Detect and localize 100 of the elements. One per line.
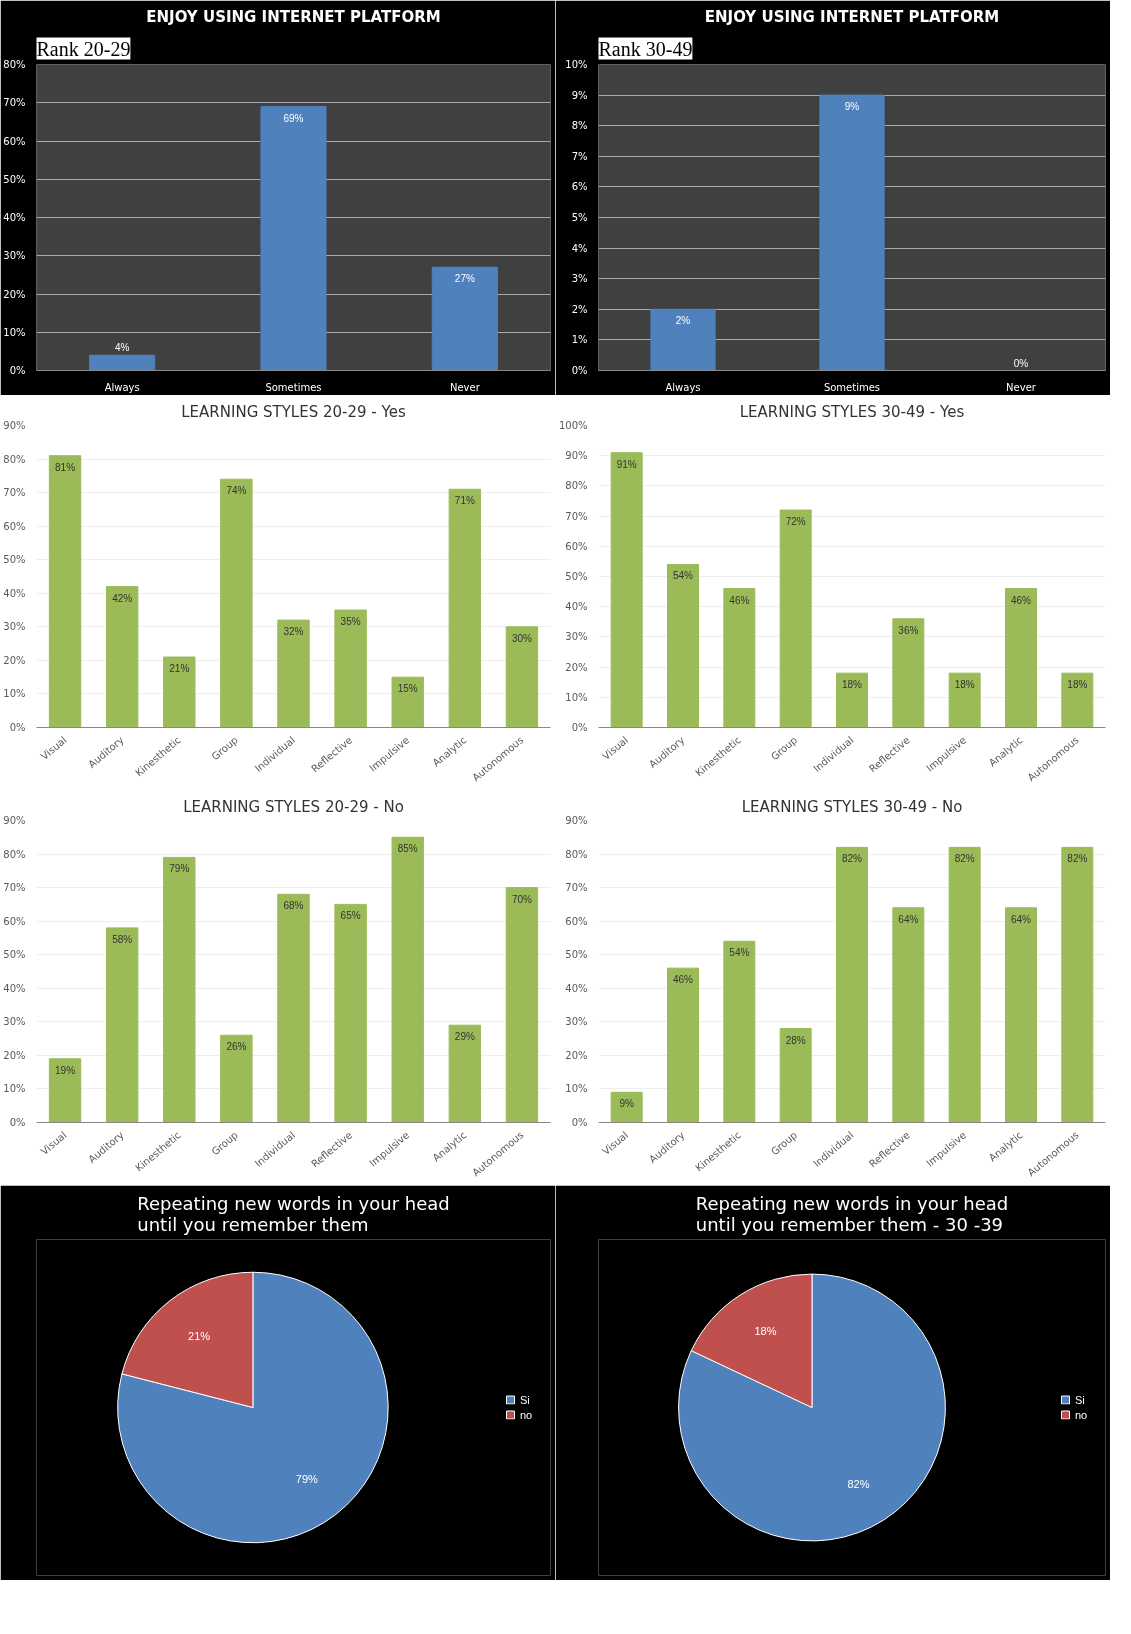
data-label: 19%	[55, 1064, 76, 1076]
data-label: 64%	[1010, 913, 1032, 925]
y-tick-label: 80%	[3, 453, 26, 465]
chart-title: LEARNING STYLES 30-49 - Yes	[739, 402, 965, 421]
data-label: 81%	[55, 461, 76, 473]
data-label: 54%	[672, 570, 694, 582]
chart-title: LEARNING STYLES 20-29 - Yes	[181, 402, 406, 421]
y-tick-label: 100%	[558, 420, 588, 431]
data-label: 46%	[729, 594, 750, 606]
data-label: 72%	[785, 516, 806, 528]
data-label: 28%	[785, 1034, 806, 1046]
chart-title: Repeating new words in your head until you remember them - 30 -39	[695, 1192, 1009, 1235]
y-tick-label: 80%	[3, 848, 26, 860]
data-label: 0%	[1013, 357, 1029, 369]
y-tick-label: 90%	[565, 450, 588, 462]
y-tick-label: 20%	[3, 1049, 26, 1061]
data-label: 85%	[397, 843, 418, 855]
y-tick-label: 40%	[3, 982, 26, 994]
legend-label: no	[520, 1408, 534, 1421]
legend-label: Si	[1075, 1393, 1086, 1406]
y-tick-label: 10%	[565, 1083, 588, 1095]
data-label: 91%	[616, 458, 637, 470]
y-tick-label: 60%	[3, 915, 26, 927]
y-tick-label: 30%	[3, 1016, 26, 1028]
data-label: 9%	[619, 1098, 634, 1110]
y-tick-label: 9%	[571, 89, 588, 101]
y-tick-label: 90%	[3, 420, 26, 431]
y-tick-label: 90%	[3, 815, 26, 826]
y-tick-label: 0%	[9, 1117, 26, 1128]
data-label: 30%	[511, 632, 533, 644]
y-tick-label: 50%	[565, 949, 588, 961]
y-tick-label: 50%	[3, 173, 26, 185]
data-label: 82%	[847, 1478, 870, 1491]
y-tick-label: 60%	[3, 135, 26, 147]
data-label: 18%	[841, 679, 863, 691]
data-label: 71%	[454, 495, 475, 507]
y-tick-label: 50%	[3, 949, 26, 961]
data-label: 58%	[112, 933, 133, 945]
y-tick-label: 20%	[565, 1049, 588, 1061]
data-label: 64%	[898, 913, 919, 925]
y-tick-label: 10%	[3, 326, 26, 338]
data-label: 82%	[954, 853, 975, 865]
chart-title: LEARNING STYLES 20-29 - No	[183, 797, 404, 816]
y-tick-label: 40%	[565, 601, 588, 613]
data-label: 54%	[729, 947, 750, 959]
y-tick-label: 0%	[571, 365, 588, 376]
chart-subtitle: Rank 20-29	[36, 37, 131, 60]
y-tick-label: 10%	[3, 1083, 26, 1095]
y-tick-label: 20%	[565, 661, 588, 673]
chart-title: LEARNING STYLES 30-49 - No	[741, 797, 963, 816]
y-tick-label: 80%	[565, 848, 588, 860]
y-tick-label: 60%	[565, 540, 588, 552]
data-label: 18%	[1067, 679, 1088, 691]
y-tick-label: 0%	[571, 1117, 588, 1128]
y-tick-label: 90%	[565, 815, 588, 826]
y-tick-label: 3%	[571, 273, 588, 285]
legend-label: Si	[520, 1393, 531, 1406]
y-tick-label: 40%	[3, 587, 26, 599]
data-label: 79%	[295, 1473, 319, 1486]
data-label: 26%	[226, 1041, 247, 1053]
y-tick-label: 7%	[571, 150, 588, 162]
data-label: 74%	[226, 485, 247, 497]
y-tick-label: 2%	[571, 303, 588, 315]
data-label: 4%	[114, 342, 130, 354]
y-tick-label: 30%	[3, 621, 26, 633]
chart-subtitle: Rank 30-49	[598, 37, 693, 60]
y-tick-label: 70%	[3, 882, 26, 894]
data-label: 42%	[112, 592, 133, 604]
data-label: 18%	[954, 679, 975, 691]
y-tick-label: 80%	[565, 480, 588, 492]
data-label: 68%	[283, 900, 304, 912]
data-label: 82%	[841, 853, 863, 865]
y-tick-label: 4%	[571, 242, 588, 254]
data-label: 36%	[898, 624, 919, 636]
data-label: 46%	[672, 974, 694, 986]
data-label: 46%	[1010, 594, 1032, 606]
legend-label: no	[1075, 1408, 1089, 1421]
x-tick-label: Never	[449, 381, 481, 393]
y-tick-label: 30%	[3, 250, 26, 262]
y-tick-label: 70%	[565, 510, 588, 522]
data-label: 27%	[454, 273, 475, 285]
data-label: 65%	[340, 910, 361, 922]
data-label: 2%	[675, 315, 691, 327]
y-tick-label: 6%	[571, 181, 588, 193]
data-label: 70%	[511, 893, 533, 905]
y-tick-label: 70%	[3, 487, 26, 499]
y-tick-label: 10%	[3, 688, 26, 700]
y-tick-label: 5%	[571, 212, 588, 223]
y-tick-label: 40%	[3, 212, 26, 223]
chart-title: Repeating new words in your head until you remember them	[137, 1192, 450, 1235]
y-tick-label: 80%	[3, 59, 26, 70]
data-label: 69%	[283, 112, 304, 124]
y-tick-label: 50%	[565, 571, 588, 582]
y-tick-label: 20%	[3, 288, 26, 300]
y-tick-label: 8%	[571, 120, 588, 132]
y-tick-label: 0%	[571, 722, 588, 733]
data-label: 21%	[169, 663, 190, 675]
y-tick-label: 10%	[565, 59, 588, 70]
x-tick-label: Sometimes	[265, 381, 322, 393]
chart-title: ENJOY USING INTERNET PLATFORM	[146, 7, 441, 26]
